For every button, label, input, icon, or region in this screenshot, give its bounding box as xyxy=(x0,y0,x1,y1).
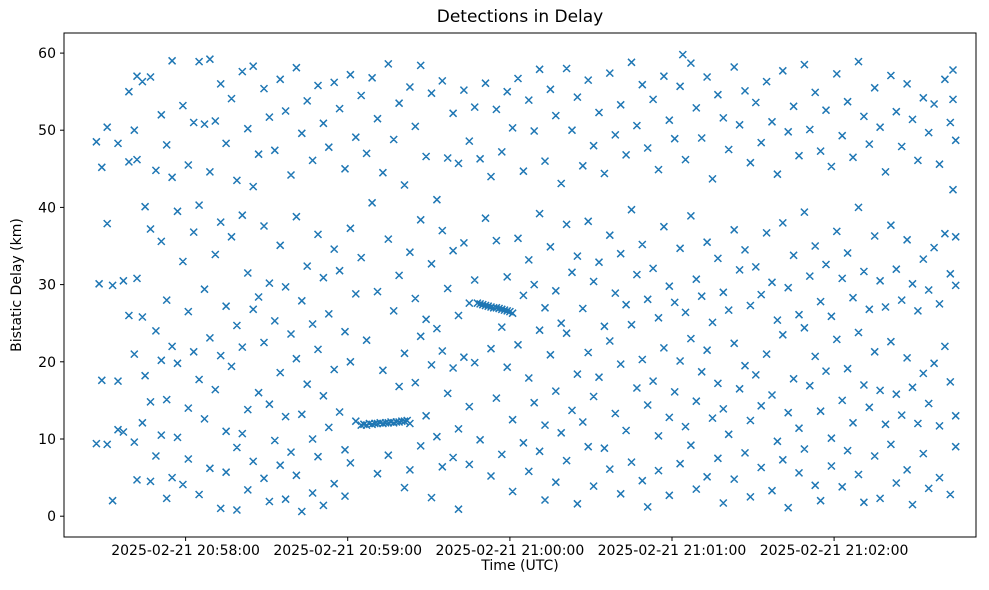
y-tick-label: 50 xyxy=(38,123,56,139)
chart-title: Detections in Delay xyxy=(436,7,604,27)
scatter-points xyxy=(92,50,960,516)
y-tick-label: 60 xyxy=(38,46,56,62)
axes-frame xyxy=(63,32,977,538)
x-tick-label: 2025-02-21 21:02:00 xyxy=(760,543,909,559)
x-axis-label: Time (UTC) xyxy=(481,558,559,574)
y-tick-label: 40 xyxy=(38,200,56,216)
y-tick-label: 30 xyxy=(38,278,56,294)
x-tick-label: 2025-02-21 21:01:00 xyxy=(598,543,747,559)
y-tick-label: 10 xyxy=(38,432,56,448)
y-tick-label: 20 xyxy=(38,355,56,371)
y-axis-label: Bistatic Delay (km) xyxy=(9,218,25,352)
x-tick-label: 2025-02-21 21:00:00 xyxy=(436,543,585,559)
y-tick-label: 0 xyxy=(47,509,56,525)
x-tick-label: 2025-02-21 20:58:00 xyxy=(111,543,260,559)
x-tick-label: 2025-02-21 20:59:00 xyxy=(273,543,422,559)
